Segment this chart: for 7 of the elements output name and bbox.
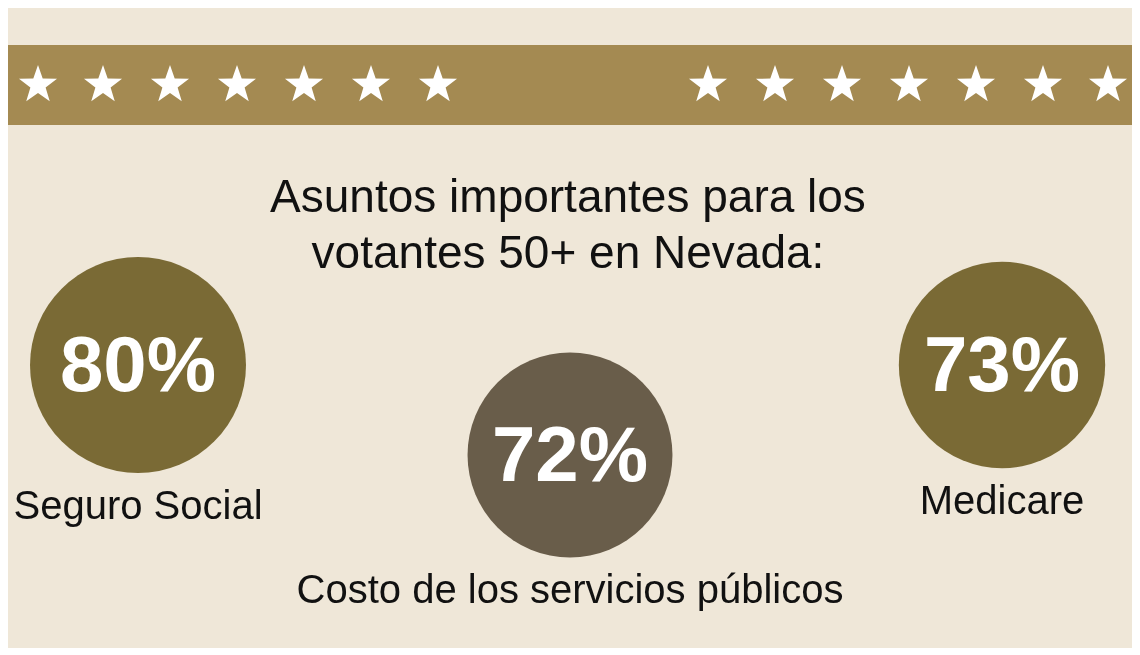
data-label: 72% (491, 409, 649, 498)
category-label: Medicare (919, 478, 1085, 523)
category-label: Seguro Social (13, 483, 263, 528)
category-label: Costo de los servicios públicos (296, 567, 844, 612)
data-label: 73% (923, 319, 1081, 408)
text: Asuntos importantes para los votantes 50+ en Nevada: (269, 169, 867, 280)
data-label: 80% (59, 319, 217, 408)
